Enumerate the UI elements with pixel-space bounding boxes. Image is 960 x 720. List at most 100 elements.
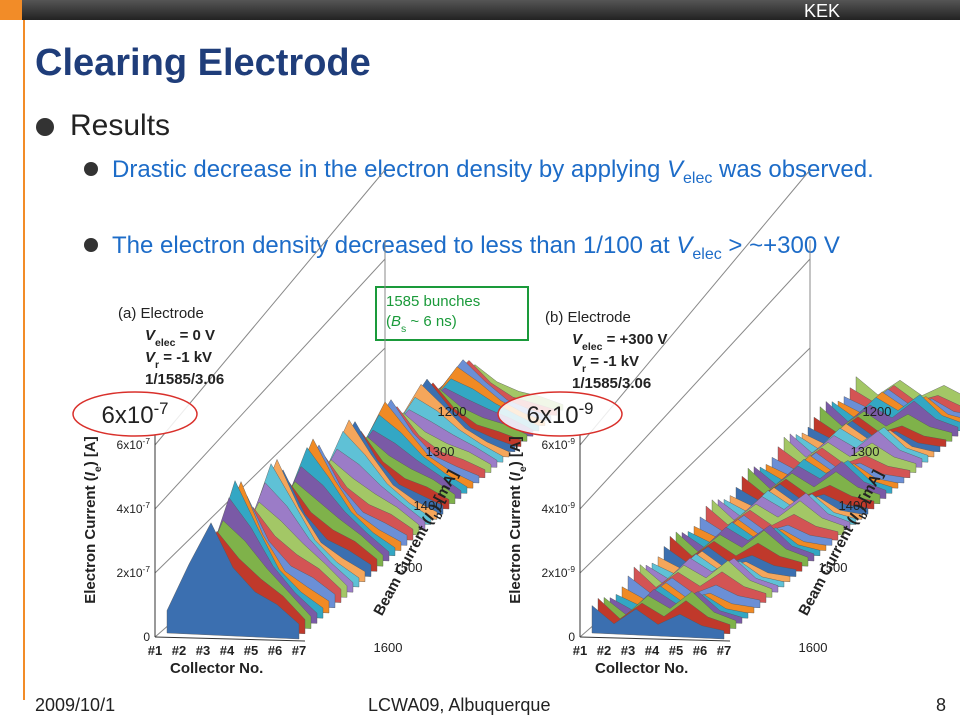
text-part: Electron Current ( xyxy=(507,476,524,604)
z-tick-label: 1300 xyxy=(851,444,880,459)
x-tick-label: #6 xyxy=(693,643,707,658)
text-part: V xyxy=(145,327,157,344)
x-tick-label: #3 xyxy=(196,643,210,658)
bullet-dot xyxy=(84,162,98,176)
text-part: b xyxy=(857,510,871,521)
text-part: e xyxy=(517,466,529,472)
text-part: -9 xyxy=(568,500,576,510)
wall-line xyxy=(154,258,386,510)
text: was observed. xyxy=(712,156,874,183)
x-tick-label: #3 xyxy=(621,643,635,658)
text-part: V xyxy=(145,349,157,366)
text-part: I xyxy=(82,471,99,476)
text-part: -7 xyxy=(154,399,169,418)
x-tick-label: #5 xyxy=(669,643,683,658)
text: elec xyxy=(682,169,713,187)
text-part: r xyxy=(155,359,159,371)
text-part: B xyxy=(391,313,401,330)
text-part: elec xyxy=(582,341,603,353)
y-tick-label: 2x10-9 xyxy=(542,564,576,580)
highlight-text: 6x10-7 xyxy=(102,399,169,430)
panel-label: (a) Electrode xyxy=(118,305,204,322)
z-tick-label: 1400 xyxy=(414,498,443,513)
text-part: V xyxy=(572,353,584,370)
text-part: 2x10 xyxy=(542,566,568,580)
panel-param: 1/1585/3.06 xyxy=(572,375,651,392)
text: V xyxy=(666,156,683,183)
text-part: -7 xyxy=(143,436,151,446)
x-axis-label: Collector No. xyxy=(170,660,263,677)
text: elec xyxy=(692,245,722,263)
x-tick-label: #5 xyxy=(244,643,258,658)
text-part: ) [A] xyxy=(82,436,99,466)
x-tick-label: #2 xyxy=(172,643,186,658)
bullet-dot xyxy=(84,238,98,252)
wall-line xyxy=(579,169,811,446)
footer-page: 8 xyxy=(936,695,947,715)
text-part: = 0 V xyxy=(175,327,215,344)
y-tick-label: 0 xyxy=(143,630,150,644)
z-tick-label: 1300 xyxy=(426,444,455,459)
bullet-dot xyxy=(36,118,54,136)
text-part: 6x10 xyxy=(527,402,579,429)
text: Drastic decrease in the electron density… xyxy=(112,156,667,183)
z-tick-label: 1200 xyxy=(438,404,467,419)
text-part: b xyxy=(432,510,446,521)
x-tick-label: #2 xyxy=(597,643,611,658)
text-part: elec xyxy=(155,337,176,349)
x-tick-label: #7 xyxy=(717,643,731,658)
y-axis-label: Electron Current (Ie) [A] xyxy=(507,436,529,604)
surface-strip xyxy=(591,605,725,640)
z-tick-label: 1400 xyxy=(839,498,868,513)
bullet: Results xyxy=(70,109,171,142)
panel-param: Vr = -1 kV xyxy=(572,353,639,375)
text-part: e xyxy=(92,466,104,472)
top-bar xyxy=(0,0,960,20)
text-part: -9 xyxy=(568,436,576,446)
y-tick-label: 2x10-7 xyxy=(117,564,151,580)
highlight-ring xyxy=(72,391,198,437)
y-tick-label: 4x10-9 xyxy=(542,500,576,516)
org: KEK xyxy=(803,1,840,21)
text-part: r xyxy=(582,363,586,375)
corner-accent xyxy=(0,0,22,20)
text-part: V xyxy=(572,331,584,348)
text-part: 6x10 xyxy=(117,438,143,452)
wall-line xyxy=(154,347,386,574)
text: V xyxy=(676,232,693,259)
x-tick-label: #1 xyxy=(148,643,162,658)
figures: 1585 bunches (Bs ~ 6 ns) (a) Electrode Vele… xyxy=(72,169,960,677)
z-tick-label: 1500 xyxy=(819,560,848,575)
y-tick-label: 0 xyxy=(568,630,575,644)
panel-param: Velec = 0 V xyxy=(145,327,215,349)
x-tick-label: #1 xyxy=(573,643,587,658)
text-part: 6x10 xyxy=(542,438,568,452)
x-tick-label: #4 xyxy=(645,643,660,658)
wall-line xyxy=(579,347,811,574)
text-part: 2x10 xyxy=(117,566,143,580)
y-tick-label: 6x10-7 xyxy=(117,436,151,452)
z-tick-label: 1600 xyxy=(799,640,828,655)
text-part: = -1 kV xyxy=(159,349,212,366)
text-part: s xyxy=(401,323,406,335)
text-part: = -1 kV xyxy=(586,353,639,370)
z-tick-label: 1200 xyxy=(863,404,892,419)
text-part: 6x10 xyxy=(102,402,154,429)
panel-label: (b) Electrode xyxy=(545,309,631,326)
text-part: ) [A] xyxy=(507,436,524,466)
wall-line xyxy=(579,258,811,510)
panel-param: Vr = -1 kV xyxy=(145,349,212,371)
sub-bullet: Drastic decrease in the electron density… xyxy=(112,152,927,197)
y-tick-label: 4x10-7 xyxy=(117,500,151,516)
footer-venue: LCWA09, Albuquerque xyxy=(368,695,551,715)
text-part: = +300 V xyxy=(602,331,667,348)
z-tick-label: 1500 xyxy=(394,560,423,575)
highlight-ring xyxy=(497,391,623,437)
text: The electron density decreased to less t… xyxy=(112,232,677,259)
sub-bullet: The electron density decreased to less t… xyxy=(112,228,927,273)
title: Clearing Electrode xyxy=(35,42,371,84)
text-part: 0 xyxy=(143,630,150,644)
text-part: 0 xyxy=(568,630,575,644)
text-part: -9 xyxy=(568,564,576,574)
